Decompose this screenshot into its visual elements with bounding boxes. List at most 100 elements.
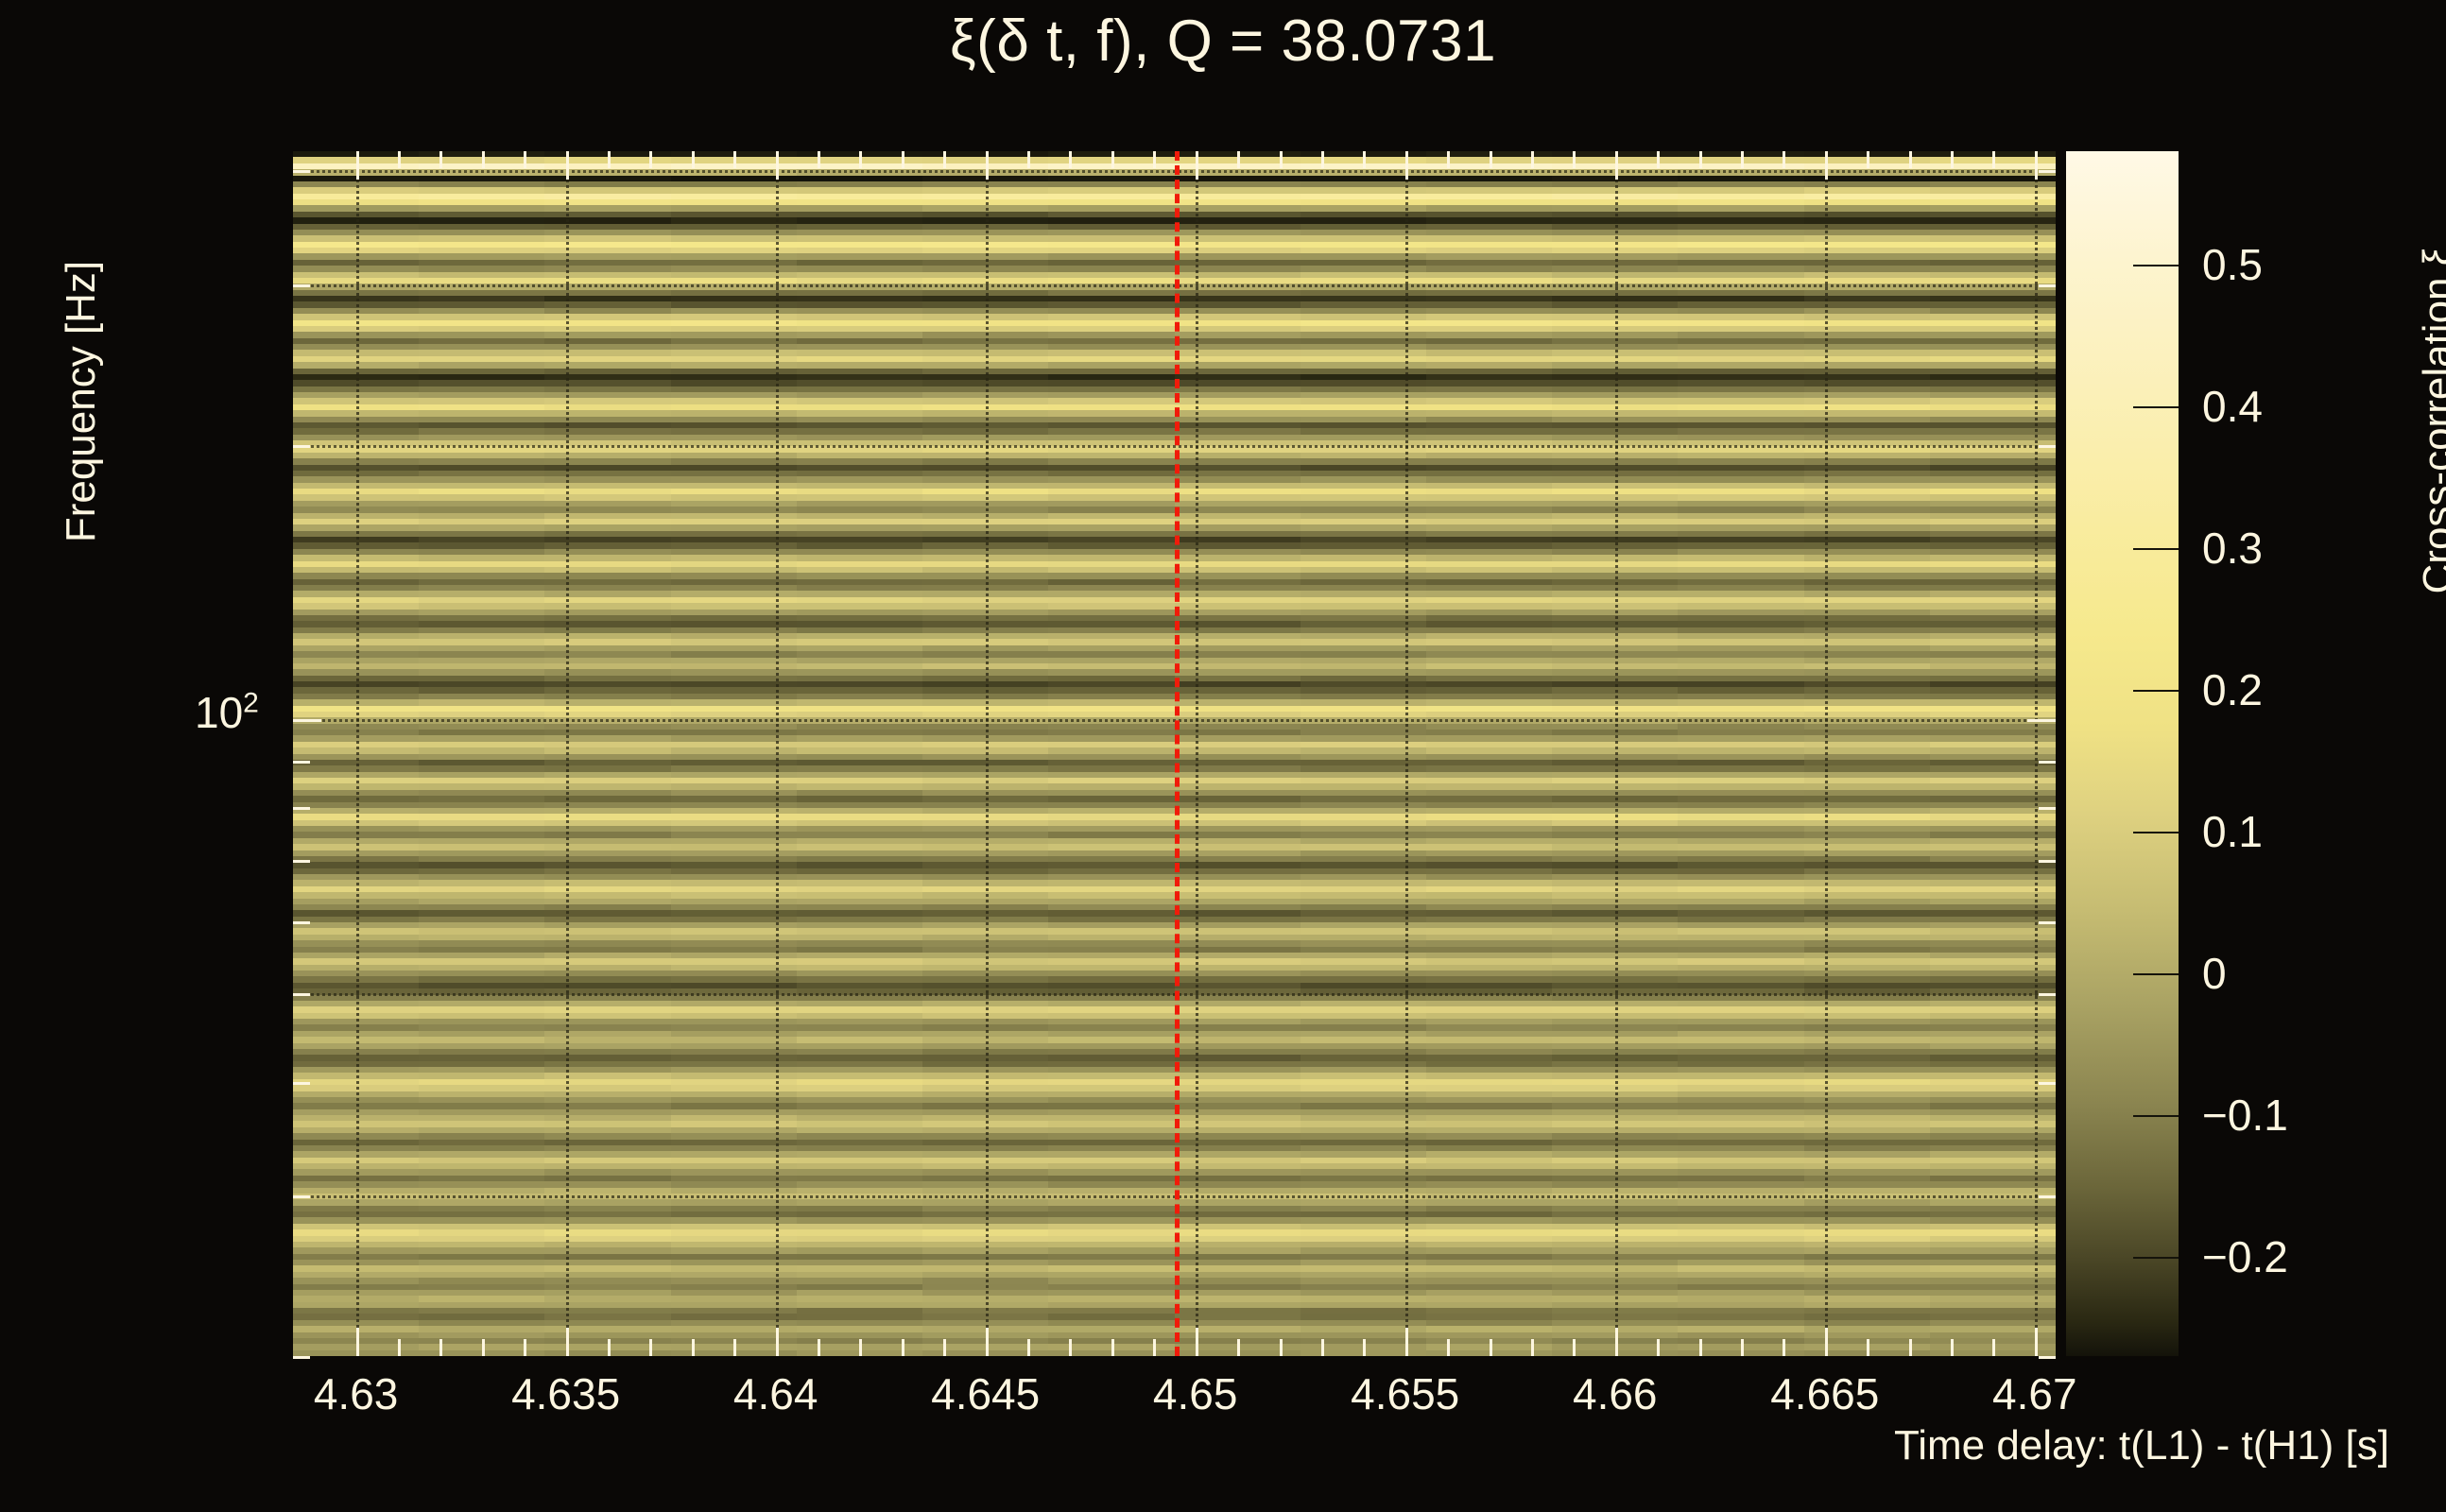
heatmap-cell [1803,410,1930,418]
heatmap-cell [796,1229,923,1237]
heatmap-cell [1929,489,2056,496]
heatmap-cell [1678,271,1804,279]
heatmap-cell [670,639,797,646]
heatmap-cell [1425,1157,1553,1164]
heatmap-cell [796,807,923,815]
heatmap-cell [1678,880,1804,887]
heatmap-cell [1174,898,1301,905]
heatmap-cell [544,404,671,411]
heatmap-cell [1174,319,1301,327]
heatmap-cell [1174,1332,1301,1339]
heatmap-cell [1425,266,1553,273]
heatmap-cell [1678,1332,1804,1339]
heatmap-cell [419,1037,545,1044]
heatmap-cell [1929,994,2056,1002]
heatmap-cell [1425,644,1553,652]
heatmap-cell [670,193,797,200]
heatmap-cell [1048,976,1175,984]
heatmap-cell [1803,573,1930,580]
heatmap-cell [1048,386,1175,393]
heatmap-cell [1174,548,1301,556]
heatmap-cell [1678,555,1804,562]
heatmap-cell [796,892,923,900]
heatmap-cell [1929,211,2056,218]
colorbar-tick-label: −0.2 [2202,1232,2288,1281]
heatmap-cell [1300,512,1426,520]
heatmap-cell [1425,1091,1553,1098]
heatmap-cell [1425,187,1553,195]
heatmap-cell [1300,1024,1426,1032]
heatmap-cell [544,1103,671,1110]
colorbar-tick-label: 0 [2202,949,2227,998]
heatmap-cell [670,1283,797,1291]
heatmap-cell [419,669,545,677]
x-minor-tick-top [481,151,485,168]
heatmap-cell [1174,199,1301,207]
heatmap-cell [796,368,923,375]
heatmap-cell [1678,796,1804,803]
heatmap-cell [670,332,797,339]
heatmap-cell [1300,1271,1426,1279]
heatmap-cell [544,1217,671,1225]
heatmap-cell [544,705,671,713]
heatmap-cell [1048,747,1175,755]
heatmap-cell [670,205,797,213]
heatmap-cell [419,1181,545,1189]
heatmap-cell [1174,609,1301,616]
heatmap-cell [419,1078,545,1086]
heatmap-cell [1425,566,1553,574]
heatmap-cell [1929,1091,2056,1098]
heatmap-cell [1929,844,2056,851]
heatmap-cell [1803,627,1930,634]
heatmap-cell [419,662,545,670]
heatmap-cell [1678,332,1804,339]
heatmap-cell [1929,398,2056,405]
colorbar-tick [2133,1115,2179,1117]
heatmap-cell [1803,560,1930,568]
heatmap-cell [1929,344,2056,352]
heatmap-cell [1174,1019,1301,1026]
heatmap-cell [1425,1181,1553,1189]
heatmap-cell [1929,614,2056,622]
heatmap-cell [1048,1019,1175,1026]
heatmap-cell [419,1271,545,1279]
heatmap-cell [1425,1271,1553,1279]
y-tick [293,1081,310,1085]
heatmap-cell [796,868,923,875]
heatmap-cell [1678,765,1804,773]
heatmap-cell [419,325,545,333]
heatmap-cell [1425,314,1553,321]
heatmap-cell [1803,380,1930,387]
heatmap-cell [1678,350,1804,357]
heatmap-cell [419,1199,545,1207]
heatmap-cell [1300,826,1426,833]
heatmap-cell [1678,434,1804,441]
heatmap-cell [1425,1260,1553,1267]
heatmap-cell [1048,596,1175,604]
x-minor-tick [1489,1339,1492,1356]
heatmap-cell [419,446,545,454]
heatmap-cell [1425,1126,1553,1134]
heatmap-cell [1803,669,1930,677]
x-minor-tick-top [1237,151,1241,168]
heatmap-cell [1300,892,1426,900]
heatmap-cell [1803,271,1930,279]
heatmap-cell [1803,693,1930,700]
heatmap-cell [670,1181,797,1189]
heatmap-cell [419,747,545,755]
heatmap-cell [419,530,545,538]
heatmap-cell [670,759,797,766]
heatmap-cell [1803,1024,1930,1032]
heatmap-cell [670,350,797,357]
colorbar-tick [2133,1257,2179,1259]
heatmap-cell [419,296,545,303]
heatmap-cell [1300,1326,1426,1333]
heatmap-cell [1803,778,1930,785]
x-major-tick [2034,1328,2038,1356]
heatmap-cell [1678,289,1804,297]
heatmap-cell [670,296,797,303]
y-tick [293,1356,310,1359]
heatmap-cell [544,205,671,213]
heatmap-cell [1929,500,2056,507]
heatmap-cell [1803,548,1930,556]
